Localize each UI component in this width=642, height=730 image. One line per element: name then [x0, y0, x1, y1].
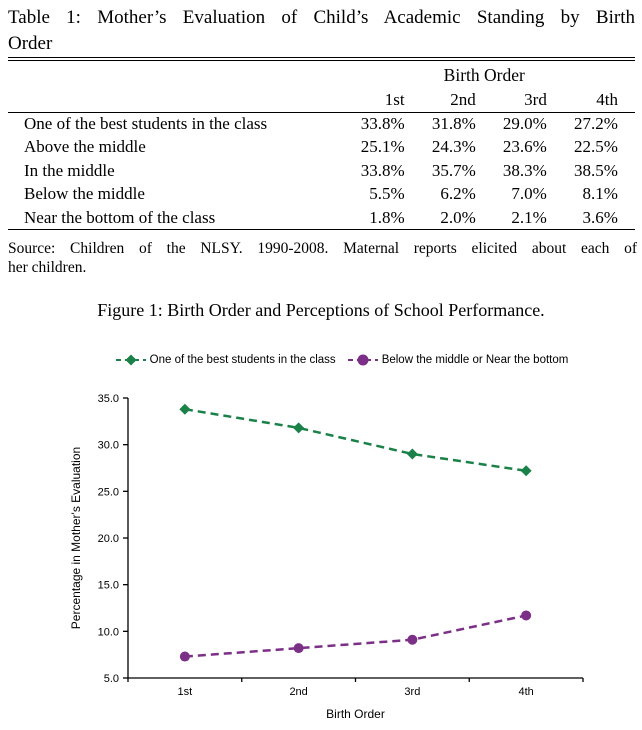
- series-marker-circle: [521, 610, 532, 621]
- cell-value: 8.1%: [582, 184, 618, 204]
- y-tick-label: 15.0: [98, 580, 119, 592]
- table-top-rule: [8, 57, 635, 61]
- table-source-note: Source: Children of the NLSY. 1990-2008.…: [8, 239, 637, 277]
- x-category-label: 1st: [178, 686, 193, 698]
- col-header-1st: 1st: [333, 88, 405, 113]
- cell-value: 5.5%: [369, 184, 405, 204]
- table-title-line1: Table 1: Mother’s Evaluation of Child’s …: [8, 7, 635, 28]
- spacer-cell: [618, 183, 635, 207]
- chart-plot-area: 5.0 10.0 15.0 20.0 25.0 30.0 35.0 1st 2nd 3rd 4th B…: [69, 393, 584, 721]
- table-group-header-row: Birth Order: [8, 62, 635, 88]
- legend-marker-diamond-icon: [115, 354, 146, 366]
- series-marker-circle: [407, 634, 418, 645]
- cell-value: 3.6%: [546, 206, 618, 230]
- group-header-birth-order: Birth Order: [443, 64, 525, 85]
- y-tick-label: 30.0: [98, 440, 119, 452]
- row-label: One of the best students in the class: [24, 114, 268, 133]
- table-row: In the middle 33.8% 35.7% 38.3% 38.5%: [8, 159, 635, 183]
- col-header-4th: 4th: [546, 88, 618, 113]
- spacer-cell: [618, 136, 635, 160]
- legend-label: One of the best students in the class: [149, 354, 336, 366]
- cell-value: 24.3%: [431, 137, 476, 157]
- evaluation-table: Birth Order 1st 2nd 3rd 4th One of the b…: [8, 62, 635, 230]
- row-label: In the middle: [24, 160, 115, 180]
- cell-value: 33.8%: [360, 160, 405, 180]
- cell-value: 29.0%: [502, 114, 547, 133]
- table-column-header-row: 1st 2nd 3rd 4th: [8, 88, 635, 113]
- legend-label: Below the middle or Near the bottom: [381, 354, 569, 366]
- legend-item-below-middle: Below the middle or Near the bottom: [347, 354, 569, 366]
- row-label: Above the middle: [24, 137, 146, 157]
- cell-value: 25.1%: [360, 137, 405, 157]
- x-category-label: 2nd: [289, 686, 307, 698]
- empty-cell: [8, 88, 334, 113]
- series-marker-circle: [179, 651, 190, 662]
- row-label: Below the middle: [24, 184, 145, 204]
- empty-cell: [8, 62, 334, 88]
- series-marker-diamond: [520, 465, 532, 477]
- cell-value: 31.8%: [431, 114, 476, 133]
- x-category-label: 4th: [518, 686, 533, 698]
- col-header-2nd: 2nd: [404, 88, 476, 113]
- spacer-cell: [617, 88, 635, 113]
- cell-value: 1.8%: [333, 206, 405, 230]
- cell-value: 22.5%: [574, 137, 618, 157]
- y-tick-label: 25.0: [98, 486, 119, 498]
- cell-value: 7.0%: [511, 184, 547, 204]
- series-marker-diamond: [179, 403, 191, 415]
- y-tick-label: 35.0: [98, 393, 119, 405]
- table-row: Below the middle 5.5% 6.2% 7.0% 8.1%: [8, 183, 635, 207]
- figure-caption: Figure 1: Birth Order and Perceptions of…: [97, 300, 545, 320]
- table-title-line2: Order: [8, 33, 53, 54]
- series-marker-diamond: [293, 422, 305, 434]
- cell-value: 2.0%: [404, 206, 476, 230]
- cell-value: 35.7%: [431, 160, 476, 180]
- cell-value: 6.2%: [440, 184, 476, 204]
- series-line: [184, 614, 527, 658]
- row-label: Near the bottom of the class: [8, 206, 334, 230]
- line-chart: One of the best students in the class Be…: [0, 338, 642, 730]
- col-header-3rd: 3rd: [475, 88, 547, 113]
- cell-value: 38.3%: [502, 160, 547, 180]
- cell-value: 33.8%: [360, 114, 405, 133]
- chart-legend: One of the best students in the class Be…: [0, 352, 642, 368]
- y-tick-label: 20.0: [98, 533, 119, 545]
- source-note-line1: Source: Children of the NLSY. 1990-2008.…: [8, 240, 637, 257]
- series-marker-circle: [293, 643, 304, 654]
- cell-value: 38.5%: [574, 160, 618, 180]
- x-axis-title: Birth Order: [326, 707, 385, 721]
- cell-value: 27.2%: [574, 114, 618, 133]
- y-tick-label: 5.0: [104, 673, 119, 685]
- legend-marker-circle-icon: [347, 354, 378, 366]
- series-marker-diamond: [406, 448, 418, 460]
- y-axis-title: Percentage in Mother's Evaluation: [69, 447, 83, 629]
- table-row: Above the middle 25.1% 24.3% 23.6% 22.5%: [8, 136, 635, 160]
- cell-value: 2.1%: [475, 206, 547, 230]
- table-row: Near the bottom of the class 1.8% 2.0% 2…: [8, 206, 635, 230]
- table-row: One of the best students in the class 33…: [8, 112, 635, 136]
- x-category-label: 3rd: [404, 686, 420, 698]
- cell-value: 23.6%: [502, 137, 547, 157]
- spacer-cell: [617, 206, 635, 230]
- source-note-line2: her children.: [8, 259, 87, 276]
- legend-item-best-students: One of the best students in the class: [115, 354, 336, 366]
- series-line: [184, 407, 527, 473]
- spacer-cell: [618, 112, 635, 136]
- spacer-cell: [618, 159, 635, 183]
- table-title: Table 1: Mother’s Evaluation of Child’s …: [8, 5, 635, 57]
- y-tick-label: 10.0: [98, 626, 119, 638]
